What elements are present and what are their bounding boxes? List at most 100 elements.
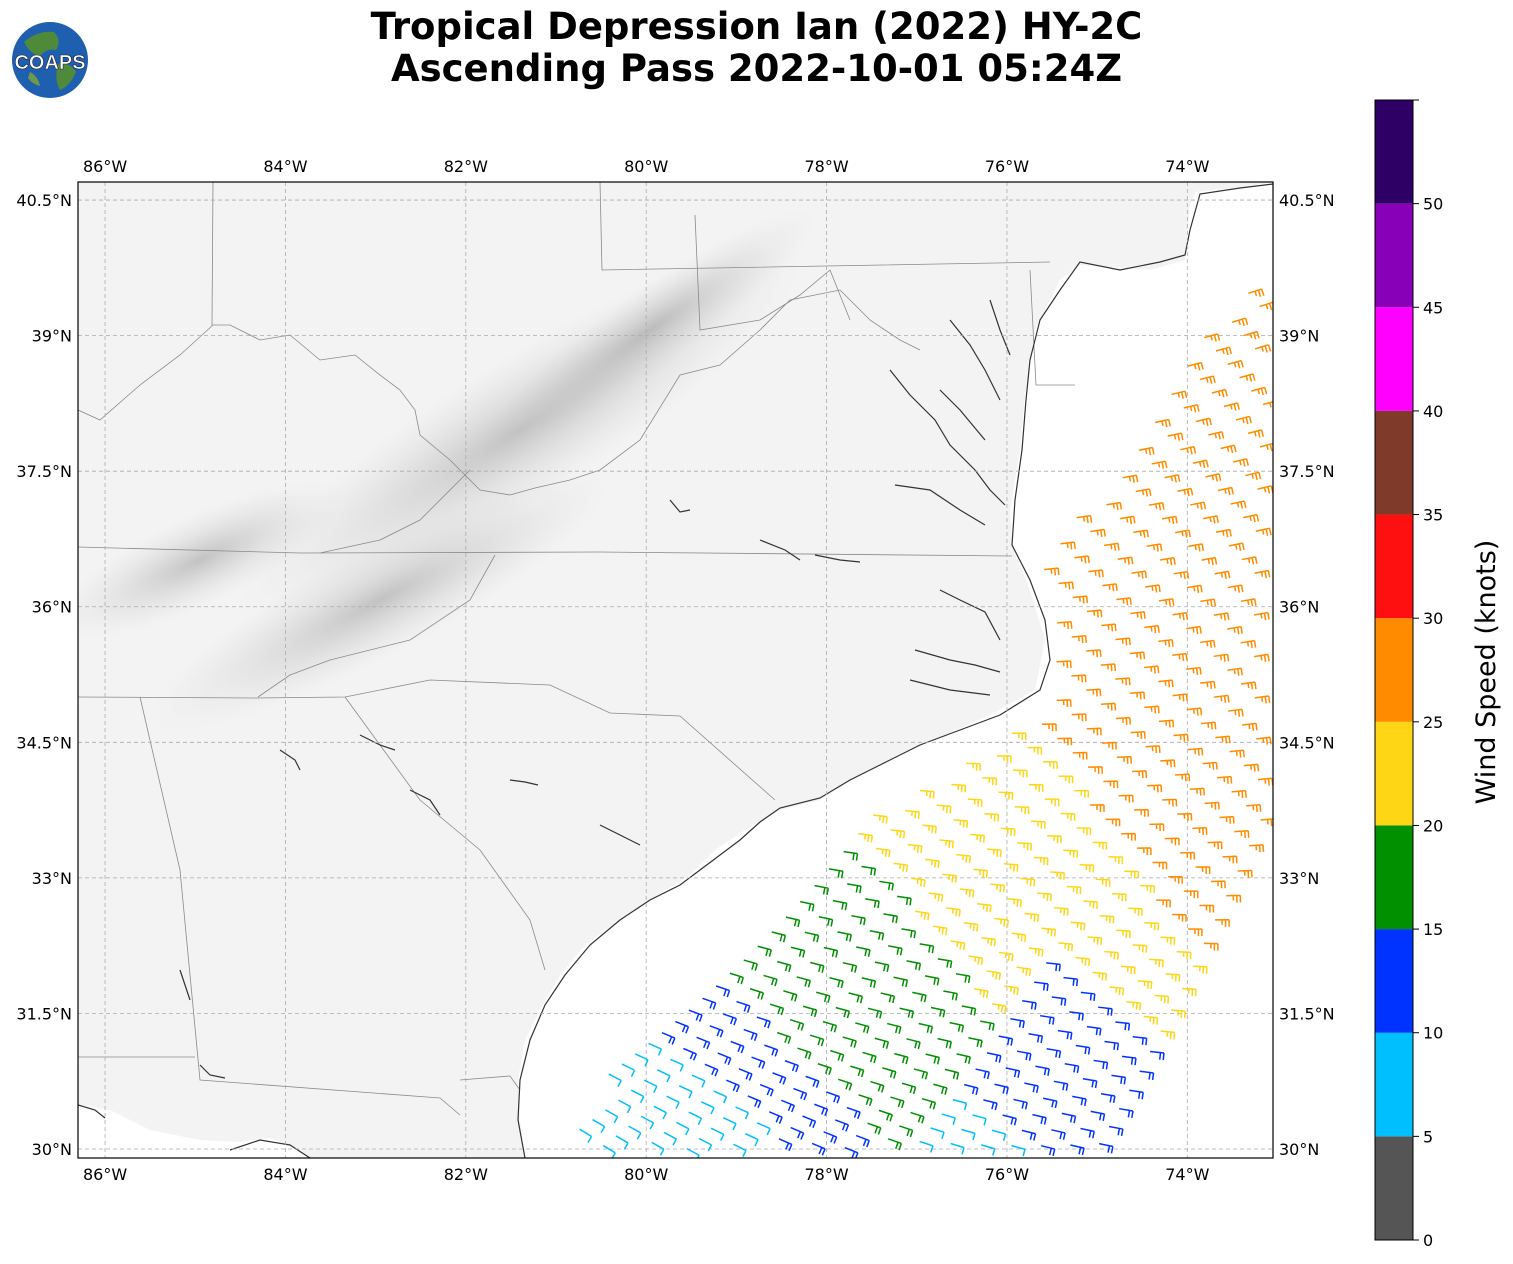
wind-barb (1171, 1009, 1186, 1019)
wind-barb (1228, 542, 1245, 551)
wind-barb (1044, 798, 1060, 807)
wind-barb (1213, 653, 1230, 662)
wind-barb (1145, 745, 1161, 754)
wind-barb (1195, 417, 1213, 427)
wind-barb (1063, 849, 1079, 858)
wind-barb (1126, 1001, 1142, 1011)
lon-tick-label: 84°W (263, 157, 307, 176)
lon-tick-label: 78°W (804, 1165, 848, 1184)
wind-barb (973, 988, 989, 999)
colorbar-tick-label: 0 (1423, 1231, 1433, 1250)
wind-barb (1160, 759, 1176, 768)
wind-barb (1060, 812, 1076, 821)
wind-barb (592, 1118, 606, 1134)
wind-barb (1144, 705, 1160, 714)
wind-barb (1186, 707, 1203, 716)
wind-barb (1235, 415, 1252, 425)
lat-tick-label: 30°N (32, 1140, 72, 1159)
wind-barb (1243, 330, 1260, 340)
wind-barb (1213, 612, 1230, 621)
wind-barb (1083, 900, 1098, 909)
wind-barb (961, 1005, 977, 1016)
wind-barb (982, 777, 998, 786)
wind-barb (1240, 598, 1257, 607)
colorbar-tick-label: 30 (1423, 609, 1443, 628)
wind-barb (686, 1147, 700, 1158)
wind-barb (1117, 556, 1134, 565)
wind-barb (1203, 515, 1219, 524)
wind-barb (846, 1106, 861, 1120)
wind-barb (1257, 777, 1273, 786)
wind-barb (1149, 958, 1164, 968)
wind-barb (944, 1068, 960, 1080)
wind-barb (980, 1020, 995, 1031)
wind-barb (1181, 987, 1197, 997)
wind-barb (1254, 344, 1272, 353)
wind-barb (1034, 981, 1049, 991)
wind-barb (1200, 680, 1216, 689)
wind-barb (901, 928, 917, 939)
wind-barb (1061, 1112, 1077, 1124)
wind-barb (1098, 1006, 1113, 1016)
wind-barb (1231, 789, 1247, 798)
wind-barb (976, 903, 992, 913)
wind-barb (983, 1099, 998, 1111)
wind-barb (955, 973, 971, 984)
wind-barb (1028, 1033, 1044, 1044)
wind-barb (816, 991, 831, 1003)
wind-barb (880, 992, 896, 1004)
wind-barb (1133, 529, 1149, 538)
wind-barb (1051, 996, 1067, 1006)
wind-barb (717, 1052, 732, 1066)
axis-labels: 86°W 86°W 84°W 84°W 82°W 82°W 80°W 80°W 78°W 78°W… (16, 157, 1334, 1184)
wind-barb (1210, 880, 1226, 889)
colorbar-bin (1375, 1136, 1413, 1240)
wind-barb (1060, 541, 1076, 550)
wind-barb (1075, 956, 1091, 966)
wind-barb (1177, 487, 1194, 497)
wind-barb (704, 1063, 719, 1077)
wind-barb (890, 1096, 905, 1109)
wind-barb (1021, 1129, 1037, 1141)
colorbar-tick-label: 50 (1423, 195, 1443, 214)
wind-barb (875, 847, 891, 858)
wind-barb (1205, 473, 1222, 482)
wind-barb (1149, 823, 1165, 832)
wind-barb (736, 1000, 751, 1013)
wind-barb (648, 1042, 663, 1056)
wind-barb (829, 977, 844, 989)
wind-barb (933, 1083, 948, 1095)
wind-barb (1239, 373, 1256, 382)
wind-barb (959, 888, 975, 898)
lon-tick-label: 74°W (1165, 157, 1209, 176)
wind-barb (1158, 598, 1175, 607)
wind-barb (1132, 770, 1148, 779)
wind-barb (666, 1095, 680, 1109)
wind-barb (1151, 460, 1168, 469)
wind-barb (1092, 841, 1108, 850)
colorbar-bin (1375, 514, 1413, 619)
lat-tick-label: 36°N (32, 598, 72, 617)
wind-barb (1231, 317, 1249, 327)
wind-barb (1240, 681, 1257, 690)
colorbar-bin (1375, 410, 1413, 515)
wind-barb (1101, 623, 1117, 632)
wind-barb (1183, 890, 1199, 899)
wind-barb (1192, 965, 1208, 974)
wind-barb (1167, 432, 1184, 441)
wind-barb (1242, 722, 1258, 731)
chart-title: Tropical Depression Ian (2022) HY-2C Asc… (250, 6, 1263, 90)
wind-barb (826, 1091, 841, 1104)
wind-barb (802, 1005, 818, 1018)
wind-barb (1005, 1067, 1021, 1078)
wind-barb (887, 1138, 903, 1151)
coastline (78, 183, 1273, 1158)
wind-barb (1057, 1029, 1073, 1040)
wind-barb (930, 1127, 945, 1140)
wind-barb (1066, 885, 1082, 895)
colorbar-bin (1375, 307, 1413, 411)
lon-tick-label: 80°W (624, 157, 668, 176)
wind-barb (818, 916, 834, 927)
wind-barb (1130, 730, 1146, 739)
wind-barb (1119, 515, 1136, 524)
